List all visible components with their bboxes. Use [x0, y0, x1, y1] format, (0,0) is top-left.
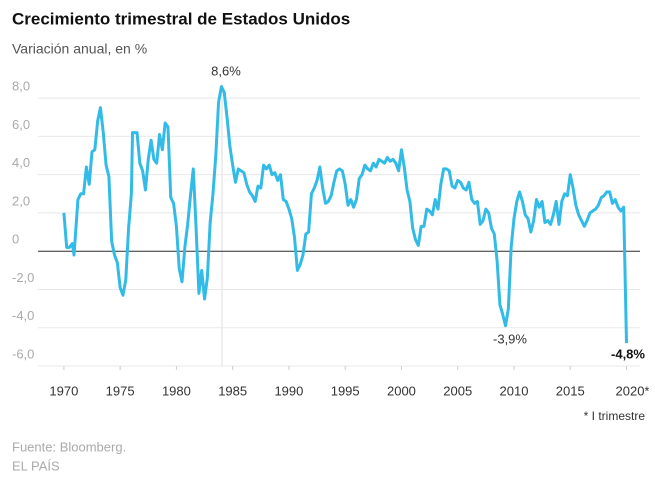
x-tick-label: 2020* — [616, 383, 650, 398]
annotation: 8,6% — [211, 63, 241, 78]
x-tick-label: 1995 — [331, 383, 360, 398]
y-tick-label: -2,0 — [12, 270, 34, 285]
annotation: -3,9% — [493, 331, 527, 346]
y-tick-label: -6,0 — [12, 346, 34, 361]
y-tick-label: -4,0 — [12, 308, 34, 323]
x-tick-label: 1990 — [274, 383, 303, 398]
chart-title: Crecimiento trimestral de Estados Unidos — [12, 9, 350, 28]
chart-subtitle: Variación anual, en % — [12, 41, 147, 57]
x-tick-label: 2015 — [556, 383, 585, 398]
footnote: * I trimestre — [584, 409, 646, 423]
y-tick-label: 0 — [12, 232, 19, 247]
x-tick-label: 1980 — [162, 383, 191, 398]
y-tick-label: 4,0 — [12, 155, 30, 170]
x-tick-label: 2010 — [500, 383, 529, 398]
y-tick-label: 6,0 — [12, 117, 30, 132]
x-tick-label: 1985 — [218, 383, 247, 398]
source: Fuente: Bloomberg. — [12, 439, 126, 454]
x-tick-label: 1970 — [49, 383, 78, 398]
x-tick-label: 1975 — [106, 383, 135, 398]
x-tick-label: 2005 — [443, 383, 472, 398]
credit: EL PAÍS — [12, 458, 60, 473]
annotation: -4,8% — [611, 346, 645, 361]
y-tick-label: 2,0 — [12, 193, 30, 208]
x-tick-label: 2000 — [387, 383, 416, 398]
y-tick-label: 8,0 — [12, 79, 30, 94]
data-line — [62, 85, 628, 344]
